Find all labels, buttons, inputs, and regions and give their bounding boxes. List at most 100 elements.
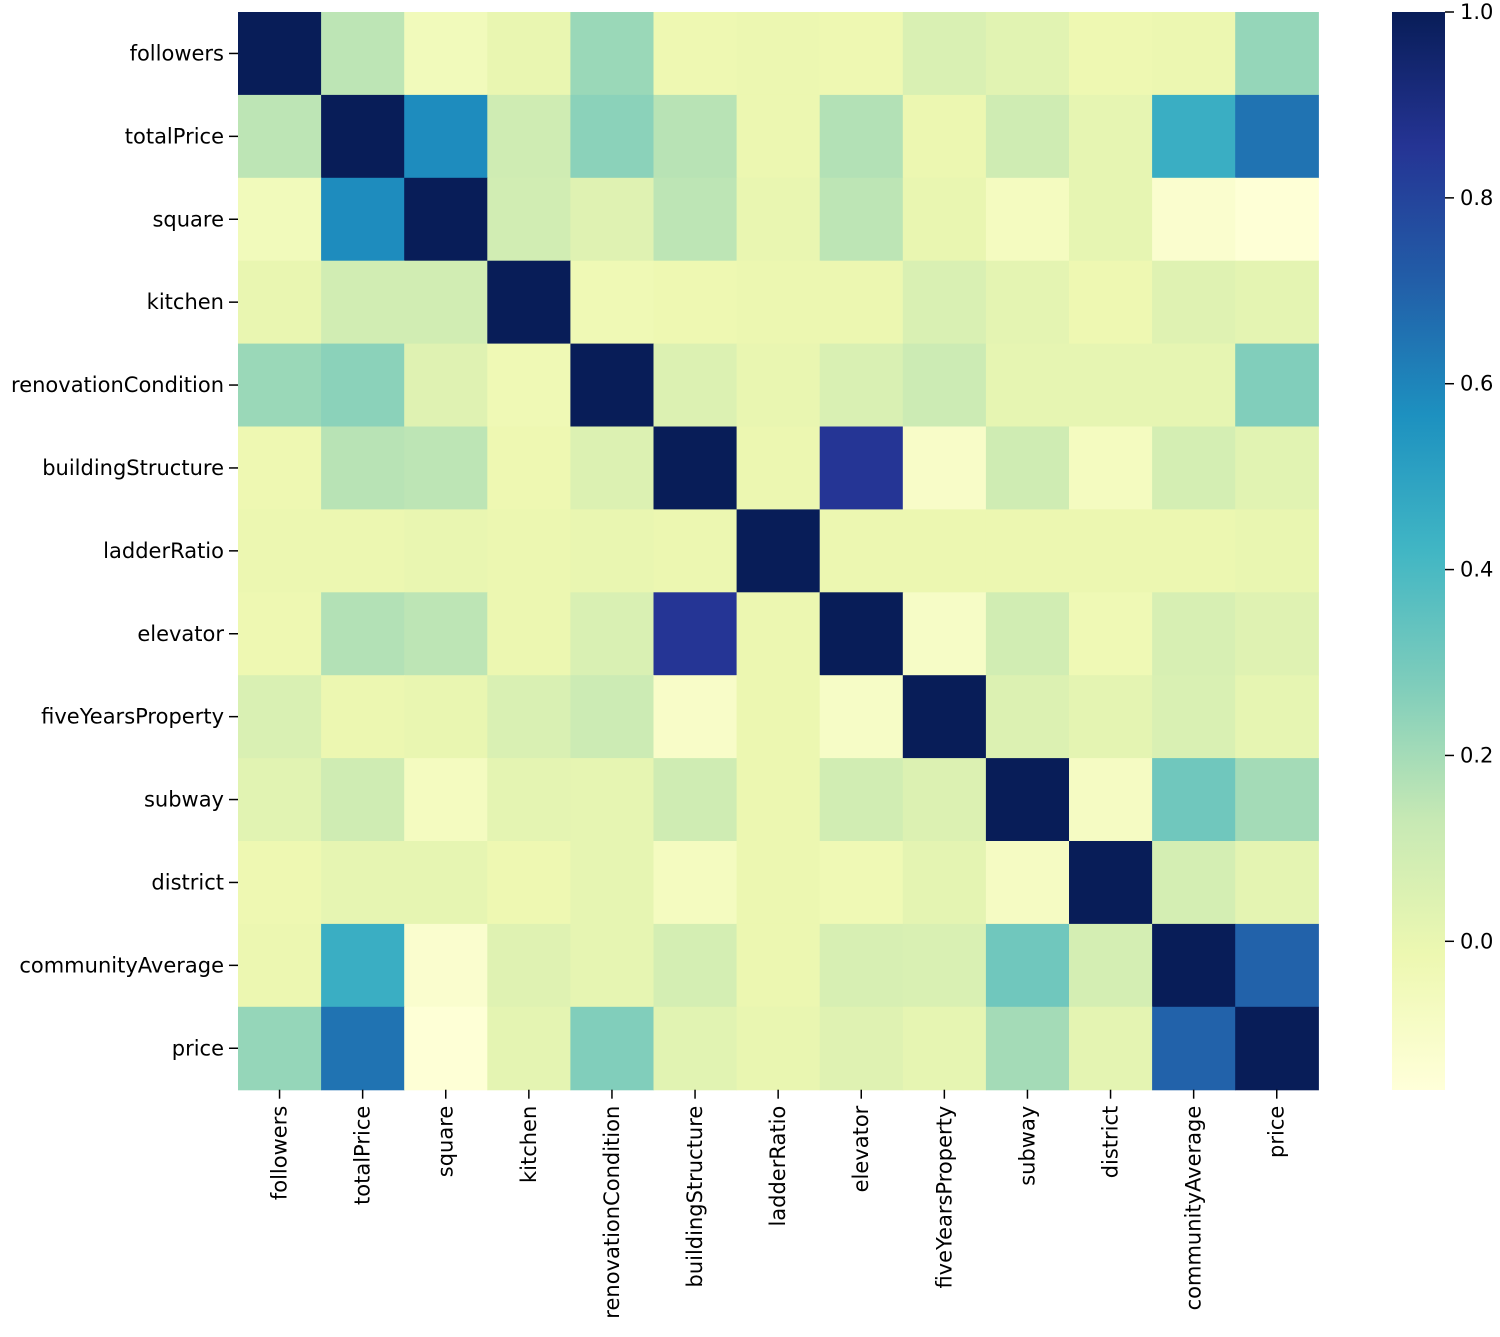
heatmap-cell-totalPrice-square	[404, 94, 488, 179]
column-label-fiveYearsProperty: fiveYearsProperty	[932, 1106, 956, 1289]
heatmap-cell-kitchen-ladderRatio	[736, 260, 821, 345]
heatmap-cell-totalPrice-fiveYearsProperty	[902, 94, 987, 179]
heatmap-cell-kitchen-communityAverage	[1152, 260, 1236, 345]
heatmap-cell-followers-followers	[238, 12, 322, 96]
heatmap-cell-subway-elevator	[819, 758, 904, 842]
heatmap-cell-communityAverage-buildingStructure	[653, 923, 738, 1008]
heatmap-cell-district-price	[1235, 841, 1319, 925]
heatmap-cell-subway-followers	[238, 758, 322, 842]
heatmap-cell-square-communityAverage	[1152, 177, 1236, 262]
heatmap-cell-elevator-elevator	[819, 592, 904, 676]
heatmap-cell-price-buildingStructure	[653, 1006, 738, 1091]
heatmap-cell-ladderRatio-followers	[238, 509, 322, 593]
heatmap-cell-fiveYearsProperty-elevator	[819, 675, 904, 759]
row-label-renovationCondition: renovationCondition	[11, 373, 224, 397]
heatmap-cell-square-kitchen	[487, 177, 571, 262]
heatmap-cell-kitchen-subway	[985, 260, 1070, 345]
heatmap-cell-renovationCondition-kitchen	[487, 343, 571, 428]
heatmap-cell-totalPrice-buildingStructure	[653, 94, 738, 179]
heatmap-cell-elevator-buildingStructure	[653, 592, 738, 676]
heatmap-cell-price-communityAverage	[1152, 1006, 1236, 1091]
heatmap-cell-buildingStructure-totalPrice	[321, 426, 405, 510]
heatmap-cell-ladderRatio-totalPrice	[321, 509, 405, 593]
heatmap-cell-ladderRatio-elevator	[819, 509, 904, 593]
heatmap-cell-district-square	[404, 841, 488, 925]
heatmap-cell-fiveYearsProperty-renovationCondition	[570, 675, 655, 759]
heatmap-cell-elevator-price	[1235, 592, 1319, 676]
heatmap-cell-district-district	[1069, 841, 1153, 925]
heatmap-cell-followers-kitchen	[487, 12, 571, 96]
heatmap-cell-buildingStructure-kitchen	[487, 426, 571, 510]
column-label-ladderRatio: ladderRatio	[766, 1106, 790, 1227]
heatmap-cell-price-fiveYearsProperty	[902, 1006, 987, 1091]
heatmap-cell-communityAverage-price	[1235, 923, 1319, 1008]
heatmap-cell-communityAverage-district	[1069, 923, 1153, 1008]
heatmap-cell-price-district	[1069, 1006, 1153, 1091]
heatmap-cell-renovationCondition-fiveYearsProperty	[902, 343, 987, 428]
heatmap-cell-subway-price	[1235, 758, 1319, 842]
heatmap-cell-totalPrice-followers	[238, 94, 322, 179]
heatmap-cell-ladderRatio-communityAverage	[1152, 509, 1236, 593]
heatmap-cell-square-subway	[985, 177, 1070, 262]
heatmap-cell-kitchen-square	[404, 260, 488, 345]
heatmap-cell-totalPrice-district	[1069, 94, 1153, 179]
heatmap-cell-price-subway	[985, 1006, 1070, 1091]
heatmap-cell-price-totalPrice	[321, 1006, 405, 1091]
heatmap-cell-subway-fiveYearsProperty	[902, 758, 987, 842]
heatmap-cell-renovationCondition-square	[404, 343, 488, 428]
heatmap-cell-communityAverage-subway	[985, 923, 1070, 1008]
heatmap-cell-elevator-followers	[238, 592, 322, 676]
heatmap-cell-fiveYearsProperty-fiveYearsProperty	[902, 675, 987, 759]
colorbar-tick-label: 0.4	[1460, 558, 1493, 582]
heatmap-cell-followers-elevator	[819, 12, 904, 96]
heatmap-cell-square-elevator	[819, 177, 904, 262]
row-labels: followers totalPrice square kitchen renovati…	[11, 41, 238, 1060]
heatmap-cell-kitchen-price	[1235, 260, 1319, 345]
row-label-ladderRatio: ladderRatio	[103, 539, 224, 563]
heatmap-cell-kitchen-fiveYearsProperty	[902, 260, 987, 345]
heatmap-cell-buildingStructure-followers	[238, 426, 322, 510]
heatmap-cell-followers-price	[1235, 12, 1319, 96]
column-label-elevator: elevator	[849, 1105, 873, 1192]
heatmap-cell-kitchen-kitchen	[487, 260, 571, 345]
heatmap-cell-square-renovationCondition	[570, 177, 655, 262]
heatmap-cell-price-kitchen	[487, 1006, 571, 1091]
heatmap-cell-fiveYearsProperty-totalPrice	[321, 675, 405, 759]
heatmap-cell-district-elevator	[819, 841, 904, 925]
heatmap-cell-totalPrice-kitchen	[487, 94, 571, 179]
heatmap-cell-communityAverage-fiveYearsProperty	[902, 923, 987, 1008]
heatmap-cell-ladderRatio-subway	[985, 509, 1070, 593]
heatmap-cell-subway-renovationCondition	[570, 758, 655, 842]
heatmap-cell-totalPrice-totalPrice	[321, 94, 405, 179]
heatmap-cell-fiveYearsProperty-buildingStructure	[653, 675, 738, 759]
heatmap-cell-communityAverage-square	[404, 923, 488, 1008]
heatmap-cell-ladderRatio-ladderRatio	[736, 509, 821, 593]
heatmap-cell-followers-subway	[985, 12, 1070, 96]
row-label-district: district	[151, 870, 224, 894]
column-labels: followers totalPrice square kitchen renovati…	[268, 1089, 1289, 1319]
colorbar-tick-label: 0.8	[1460, 186, 1493, 210]
row-label-communityAverage: communityAverage	[19, 953, 224, 977]
heatmap-cell-totalPrice-price	[1235, 94, 1319, 179]
heatmap-cell-elevator-ladderRatio	[736, 592, 821, 676]
heatmap-cell-subway-subway	[985, 758, 1070, 842]
heatmap-cell-price-renovationCondition	[570, 1006, 655, 1091]
row-label-fiveYearsProperty: fiveYearsProperty	[41, 705, 224, 729]
heatmap-cell-ladderRatio-fiveYearsProperty	[902, 509, 987, 593]
heatmap-cell-communityAverage-communityAverage	[1152, 923, 1236, 1008]
heatmap-cell-renovationCondition-elevator	[819, 343, 904, 428]
row-label-price: price	[172, 1036, 224, 1060]
heatmap-cell-totalPrice-subway	[985, 94, 1070, 179]
heatmap-cell-elevator-kitchen	[487, 592, 571, 676]
heatmap-cell-followers-totalPrice	[321, 12, 405, 96]
heatmap-cell-totalPrice-elevator	[819, 94, 904, 179]
heatmap-cell-elevator-fiveYearsProperty	[902, 592, 987, 676]
row-label-square: square	[152, 207, 224, 231]
heatmap-cell-square-fiveYearsProperty	[902, 177, 987, 262]
column-label-kitchen: kitchen	[517, 1106, 541, 1183]
heatmap-cell-buildingStructure-square	[404, 426, 488, 510]
heatmap-cell-buildingStructure-renovationCondition	[570, 426, 655, 510]
heatmap-cell-followers-district	[1069, 12, 1153, 96]
column-label-totalPrice: totalPrice	[351, 1106, 375, 1205]
